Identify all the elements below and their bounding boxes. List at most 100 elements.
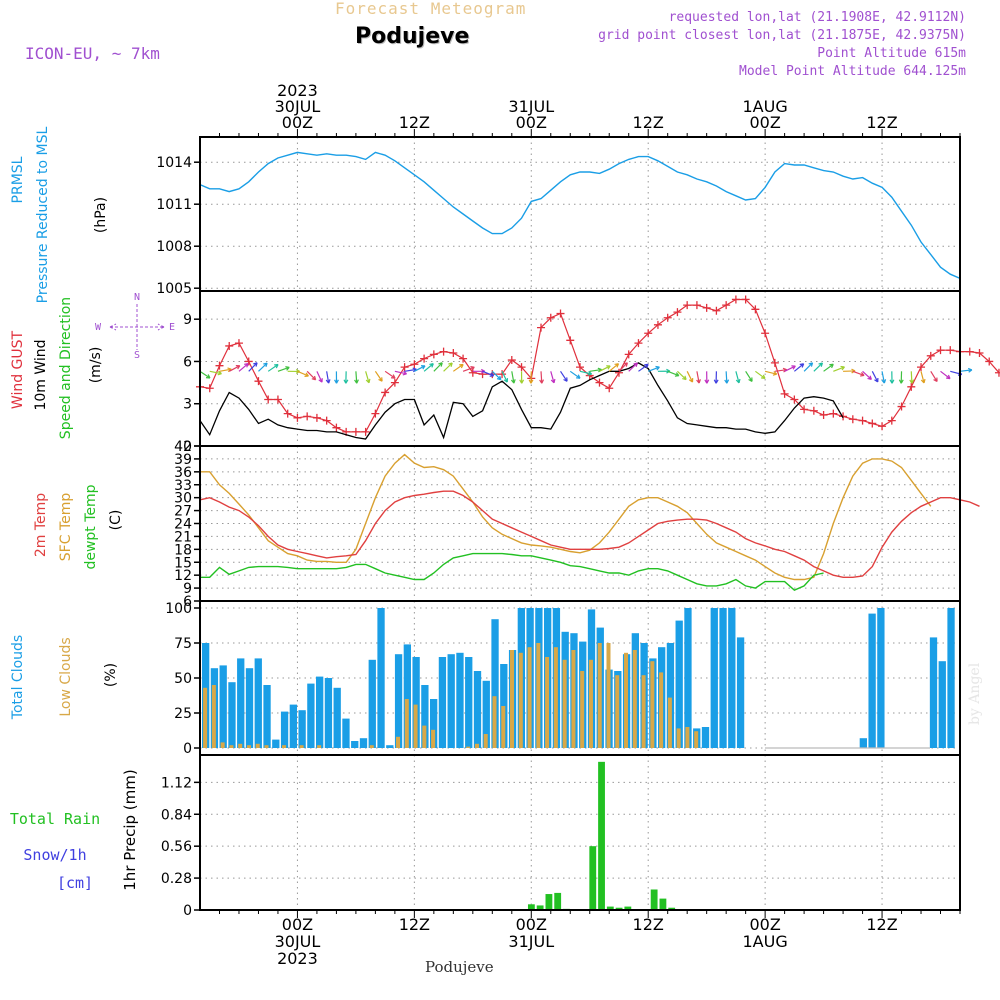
clouds-unit: (%): [103, 663, 119, 687]
wind-arrow: [940, 370, 951, 380]
wind-arrow: [638, 363, 649, 372]
pressure-label: PRMSL: [10, 156, 26, 203]
x-tick-label: 31JUL: [508, 97, 554, 116]
temp2m-line: [199, 490, 980, 578]
wind-arrow: [316, 371, 323, 383]
wind-arrow: [539, 371, 545, 384]
gust-marker: [303, 412, 312, 421]
x-tick-label: 1AUG: [743, 97, 788, 116]
total-cloud-bar: [245, 668, 254, 748]
wind-arrow: [704, 371, 710, 384]
gust-marker: [985, 357, 994, 366]
gust-marker: [293, 413, 302, 422]
wind-arrow: [267, 363, 279, 372]
y-tick-label: 0: [183, 903, 192, 919]
y-tick-label: 0.56: [161, 839, 192, 855]
total-cloud-bar: [219, 665, 227, 748]
gust-marker: [712, 306, 721, 315]
wind-arrow: [334, 371, 339, 384]
gust-marker: [420, 354, 429, 363]
gust-marker: [225, 341, 234, 350]
y-tick-label: 33: [174, 478, 192, 494]
low-cloud-bar: [203, 687, 208, 748]
y-tick-label: 1.12: [161, 775, 192, 791]
gust-marker: [205, 384, 214, 393]
gust-marker: [692, 301, 701, 310]
wind-arrow: [374, 370, 383, 382]
gust-marker: [878, 422, 887, 431]
gust-marker: [624, 350, 633, 359]
total-cloud-bar: [736, 637, 745, 748]
wind-arrow: [784, 365, 796, 372]
wind-arrow: [735, 371, 741, 384]
gust-marker: [449, 349, 458, 357]
gust-marker: [332, 423, 341, 432]
gust-marker: [361, 427, 370, 436]
gust-marker: [975, 349, 984, 357]
low-cloud-bar: [211, 685, 216, 748]
total-cloud-bar: [254, 658, 262, 748]
wind-arrow: [889, 371, 895, 384]
gust-marker: [800, 405, 809, 414]
gust-marker: [576, 363, 584, 372]
y-tick-label: 3: [183, 397, 192, 413]
low-cloud-bar: [624, 652, 629, 748]
wind-arrow: [696, 371, 701, 384]
low-cloud-bar: [466, 746, 471, 748]
low-cloud-bar: [553, 647, 558, 748]
wind-arrow: [862, 370, 872, 381]
low-cloud-bar: [571, 650, 576, 748]
wind-arrow: [959, 367, 973, 373]
y-tick-label: 1008: [156, 239, 192, 255]
rain-bar: [650, 889, 658, 910]
y-tick-label: 6: [183, 354, 192, 370]
snow-unit-label: [cm]: [57, 874, 93, 892]
dewpt-line: [200, 552, 824, 592]
low-cloud-bar: [413, 704, 418, 748]
low-cloud-bar: [282, 745, 287, 748]
point-altitude: Point Altitude 615m: [817, 46, 966, 61]
gust-marker: [400, 363, 409, 372]
y-tick-label: 50: [174, 671, 192, 687]
compass-north: N: [134, 292, 140, 303]
total-cloud-bar: [412, 657, 420, 748]
wind-arrow: [686, 371, 694, 383]
gust-marker: [566, 336, 575, 345]
temp-unit: (C): [108, 510, 124, 531]
x-tick-label: 2023: [277, 81, 318, 100]
total-cloud-bar: [359, 738, 368, 748]
gust-marker: [507, 356, 516, 365]
gust-marker: [644, 329, 653, 338]
total-cloud-bar: [447, 654, 455, 748]
low-cloud-bar: [317, 745, 322, 748]
low-cloud-bar: [632, 650, 637, 748]
y-tick-label: 12: [174, 568, 192, 584]
low-cloud-bar: [246, 745, 251, 748]
total-cloud-bar: [710, 608, 718, 748]
wind-arrow: [238, 362, 249, 372]
gust-marker: [264, 395, 273, 404]
total-cloud-bar: [877, 608, 885, 748]
rain-bar: [659, 898, 667, 910]
rain-label: Total Rain: [10, 810, 100, 828]
wind-arrow: [920, 371, 926, 384]
x-tick-label: 12Z: [633, 113, 664, 132]
total-cloud-bar: [237, 658, 245, 748]
wind-arrow: [647, 365, 660, 372]
wind-arrow: [258, 362, 268, 372]
total-cloud-bar: [351, 741, 359, 748]
y-tick-label: 100: [165, 601, 192, 617]
gust-marker: [273, 395, 282, 404]
total-cloud-bar: [491, 619, 499, 748]
sfc-temp-label: SFC Temp: [58, 493, 74, 562]
gust-marker: [780, 389, 789, 398]
wind-arrow: [881, 371, 887, 384]
wind-arrow: [909, 371, 915, 384]
low-cloud-bar: [527, 647, 532, 748]
total-clouds-label: Total Clouds: [10, 635, 26, 720]
rain-bar: [668, 907, 676, 910]
gust-marker: [917, 363, 926, 372]
total-cloud-bar: [482, 680, 490, 748]
gust-marker: [751, 305, 760, 314]
